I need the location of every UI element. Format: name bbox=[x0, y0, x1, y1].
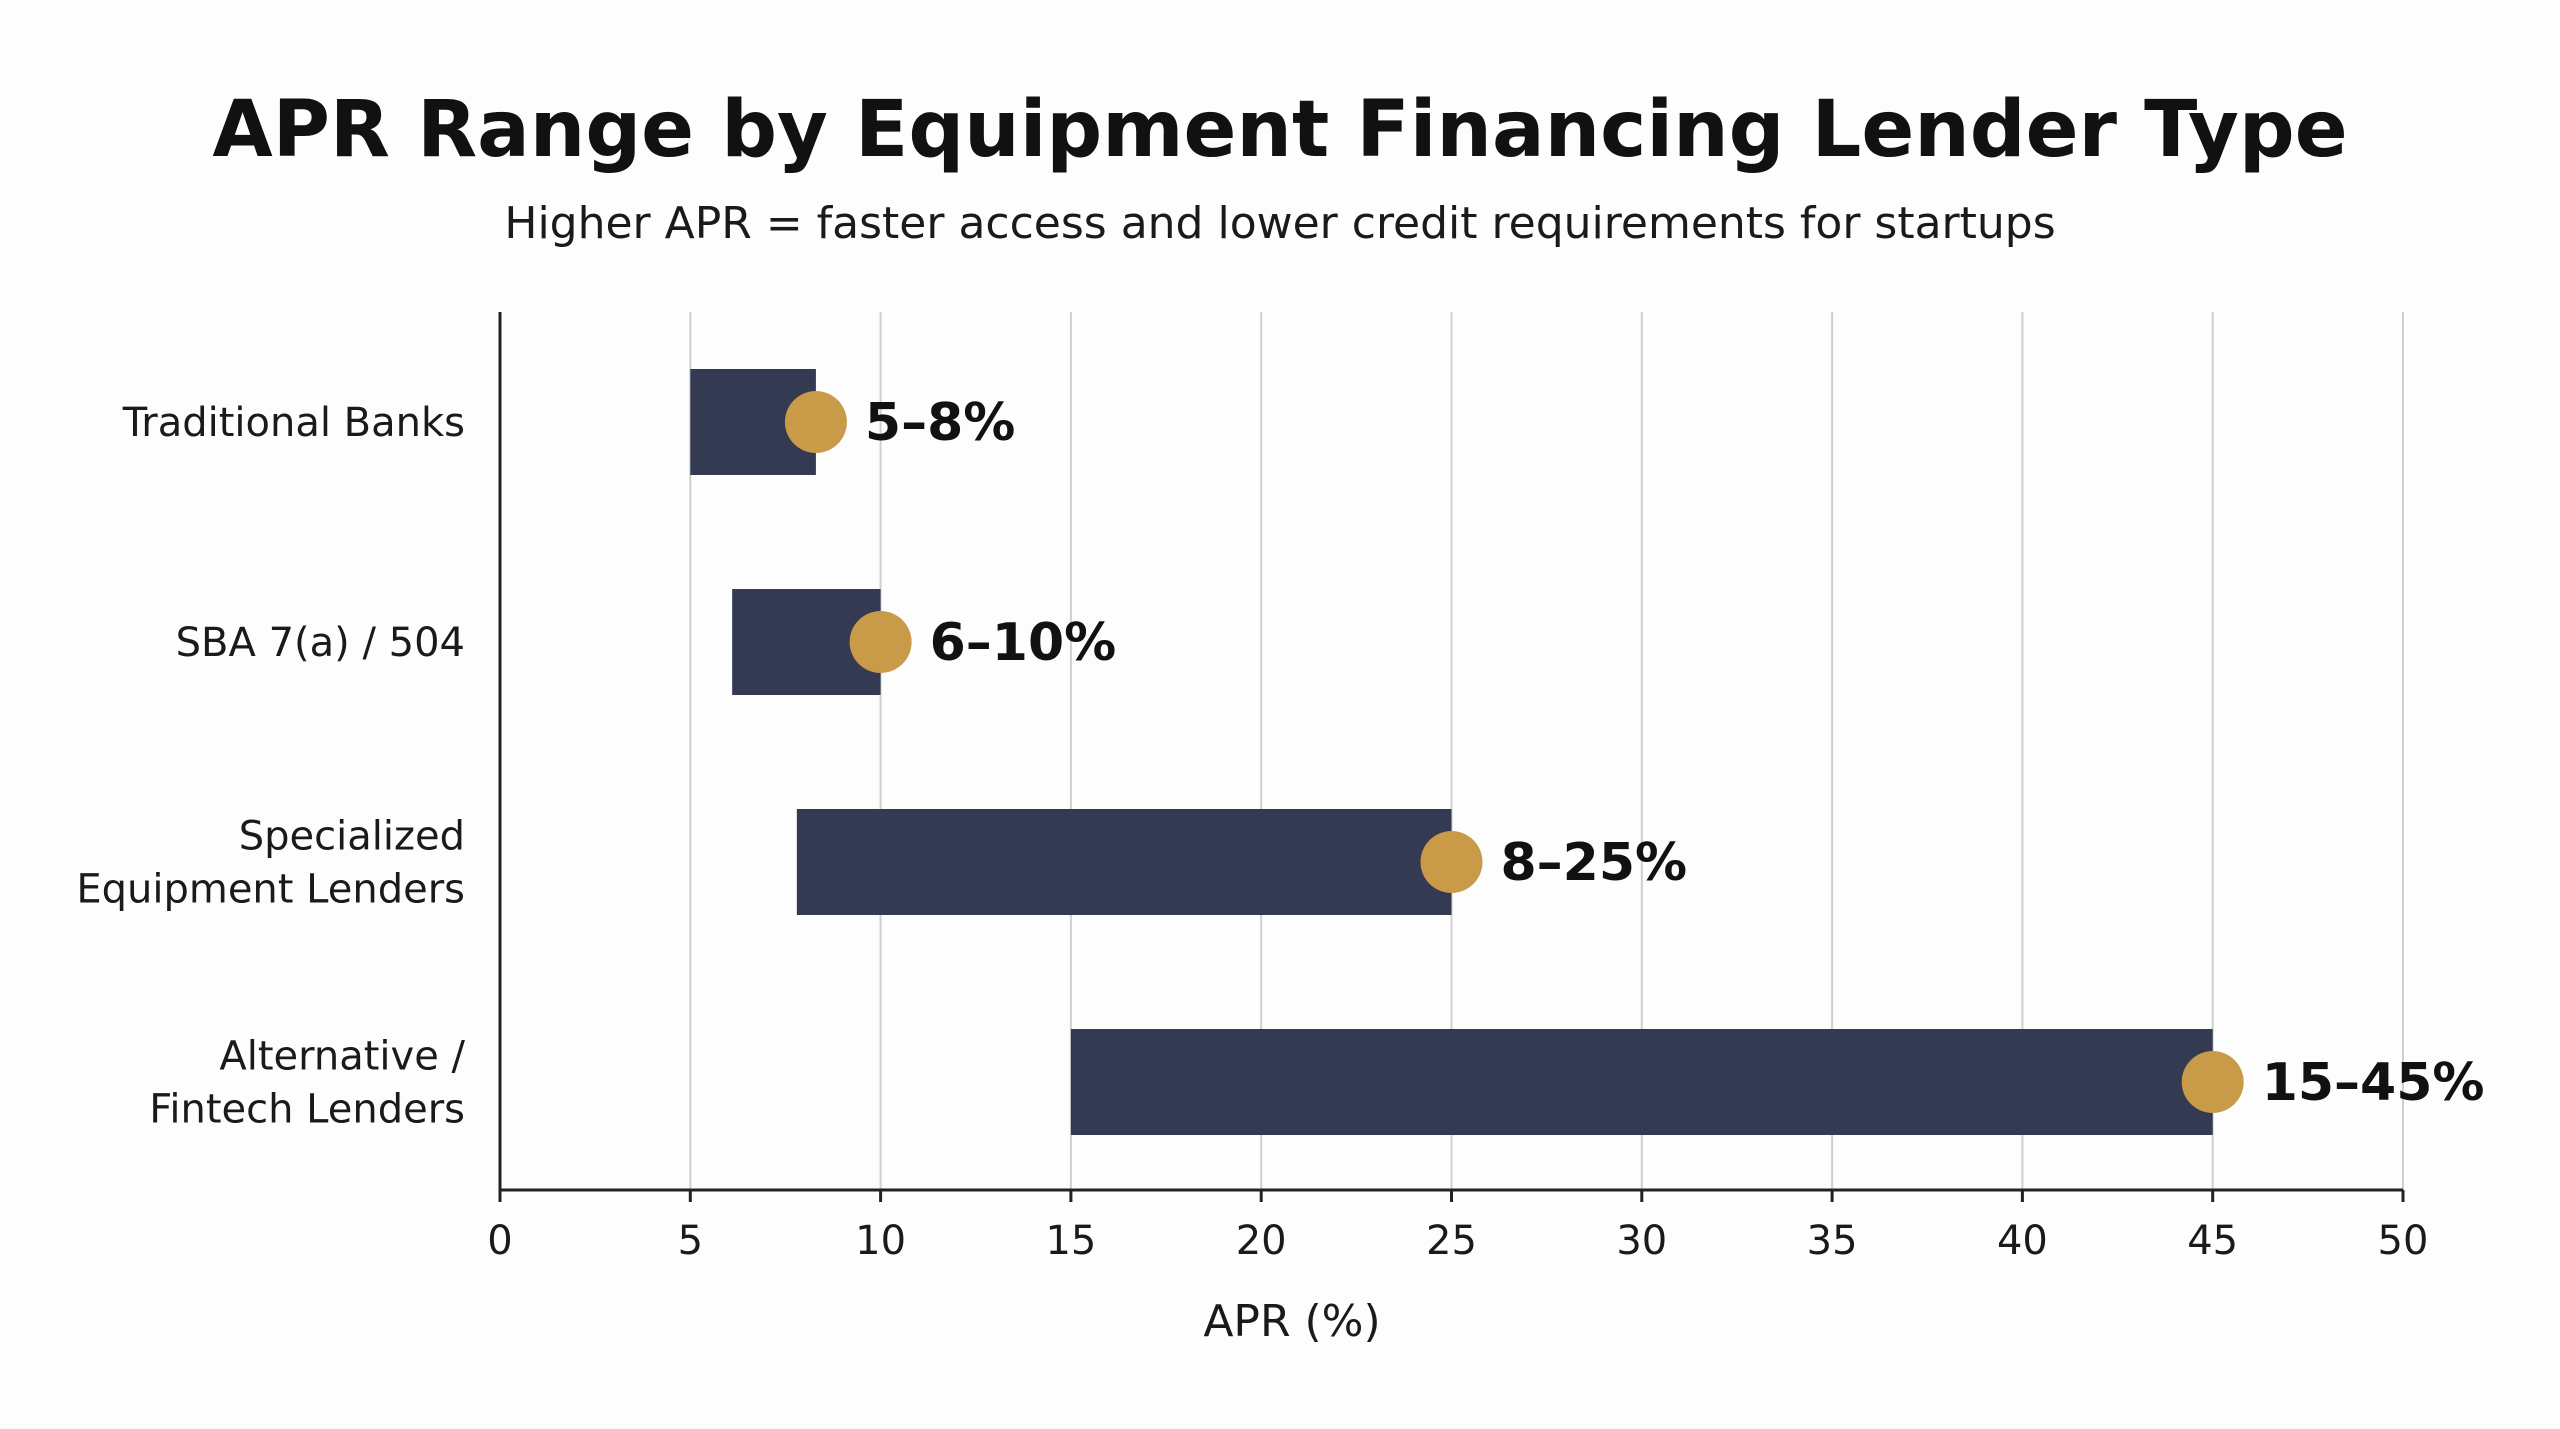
category-label-line: Specialized bbox=[239, 814, 465, 860]
category-label-line: SBA 7(a) / 504 bbox=[176, 620, 465, 666]
x-tick-label-20: 20 bbox=[1236, 1218, 1287, 1264]
x-tick-label-0: 0 bbox=[487, 1218, 512, 1264]
category-label-line: Equipment Lenders bbox=[76, 867, 465, 913]
gridlines bbox=[689, 312, 2404, 1190]
category-label-line: Alternative / bbox=[219, 1034, 465, 1080]
category-label-2: Specialized Equipment Lenders bbox=[76, 814, 465, 913]
axes: 0 5 10 15 20 25 30 35 40 45 50 bbox=[487, 312, 2428, 1264]
x-tick-label-15: 15 bbox=[1045, 1218, 1096, 1264]
range-end-marker-0 bbox=[784, 391, 847, 453]
range-value-label-3: 15–45% bbox=[2262, 1053, 2485, 1113]
range-end-marker-2 bbox=[1420, 831, 1483, 893]
chart-title: APR Range by Equipment Financing Lender … bbox=[212, 85, 2347, 175]
x-tick-label-25: 25 bbox=[1426, 1218, 1477, 1264]
x-axis-title: APR (%) bbox=[1203, 1296, 1380, 1347]
range-value-label-1: 6–10% bbox=[930, 613, 1117, 673]
x-tick-label-5: 5 bbox=[678, 1218, 703, 1264]
category-label-1: SBA 7(a) / 504 bbox=[176, 620, 465, 666]
range-end-marker-1 bbox=[849, 611, 912, 673]
range-value-label-0: 5–8% bbox=[865, 393, 1015, 453]
category-label-0: Traditional Banks bbox=[122, 400, 465, 446]
x-tick-label-10: 10 bbox=[855, 1218, 906, 1264]
range-bar-2 bbox=[796, 809, 1452, 915]
x-tick-label-40: 40 bbox=[1997, 1218, 2048, 1264]
x-tick-label-35: 35 bbox=[1807, 1218, 1858, 1264]
category-label-line: Traditional Banks bbox=[122, 400, 465, 446]
category-label-3: Alternative / Fintech Lenders bbox=[149, 1034, 465, 1133]
chart-subtitle: Higher APR = faster access and lower cre… bbox=[504, 198, 2055, 249]
x-tick-label-30: 30 bbox=[1616, 1218, 1667, 1264]
range-end-marker-3 bbox=[2181, 1051, 2244, 1113]
range-bars bbox=[690, 369, 2244, 1135]
range-value-label-2: 8–25% bbox=[1501, 833, 1688, 893]
x-tick-label-45: 45 bbox=[2187, 1218, 2238, 1264]
x-tick-label-50: 50 bbox=[2378, 1218, 2429, 1264]
range-bar-3 bbox=[1070, 1029, 2213, 1135]
labels: Traditional Banks SBA 7(a) / 504 Specializ… bbox=[76, 393, 2484, 1133]
category-label-line: Fintech Lenders bbox=[149, 1087, 465, 1133]
